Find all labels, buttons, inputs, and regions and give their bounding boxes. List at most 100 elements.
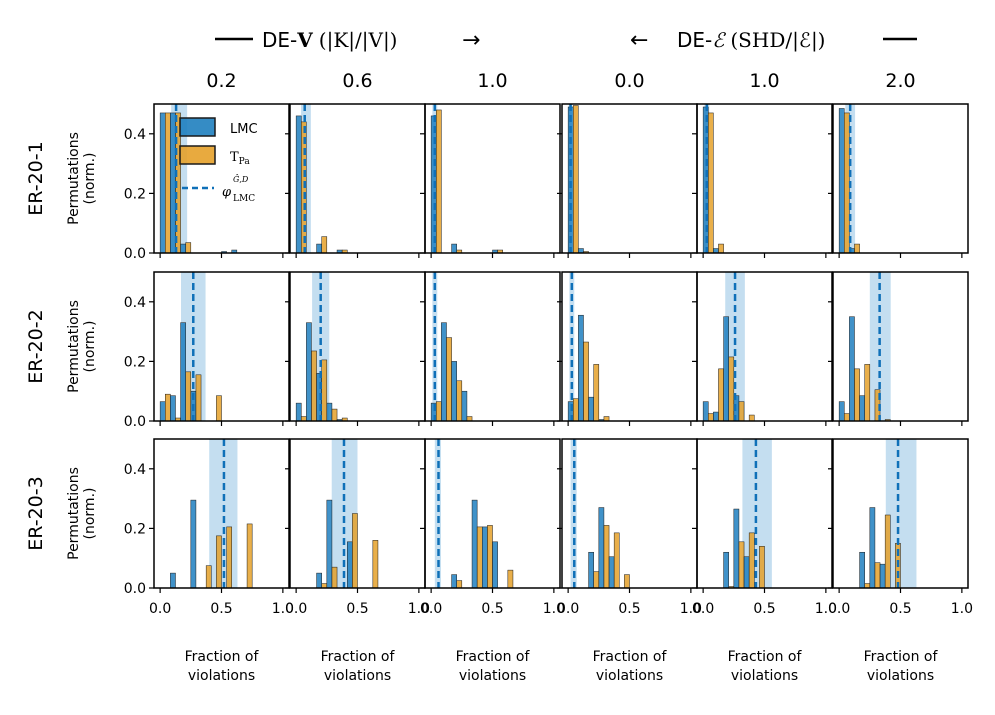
lmc-bar: [326, 499, 333, 589]
lmc-bar: [159, 112, 166, 254]
x-axis-label: violations: [596, 668, 663, 684]
x-axis-label: Fraction of: [728, 649, 803, 665]
lmc-bar: [838, 108, 845, 254]
panel: [420, 103, 561, 258]
confidence-band: [845, 104, 856, 253]
x-axis-label: violations: [188, 668, 255, 684]
tpa-bar: [456, 580, 463, 589]
tpa-bar: [593, 364, 600, 422]
tpa-bar: [185, 371, 192, 422]
column-title: 1.0: [749, 70, 779, 92]
tpa-bar: [708, 112, 714, 254]
tpa-bar: [844, 112, 850, 254]
lmc-bar: [306, 322, 312, 422]
y-tick-label: 0.2: [124, 186, 146, 202]
tpa-bar: [854, 243, 860, 254]
tpa-bar: [718, 368, 724, 422]
panel: [557, 103, 698, 258]
lmc-bar: [295, 402, 302, 422]
panel: 0.0 0.2 0.4: [124, 271, 290, 430]
tpa-bar: [226, 526, 232, 589]
row-label: ER-20-3: [25, 476, 47, 550]
y-axis-label: Permutations: [66, 132, 82, 225]
lmc-bar: [849, 316, 855, 422]
row-label: ER-20-1: [25, 141, 47, 215]
tpa-bar: [613, 532, 620, 589]
column-title: 0.6: [342, 70, 372, 92]
y-axis-label: (norm.): [82, 321, 98, 373]
y-axis-label: (norm.): [82, 488, 98, 540]
tpa-bar: [216, 535, 222, 589]
tpa-bar: [864, 364, 871, 422]
tpa-bar: [195, 374, 202, 422]
panel: [557, 271, 698, 426]
tpa-bar: [507, 569, 514, 589]
lmc-bar: [180, 243, 186, 254]
panel: 0.0 0.5 1.0 Fraction of violations: [828, 438, 973, 684]
panel: [285, 103, 426, 258]
x-axis-label: Fraction of: [321, 649, 396, 665]
y-axis-label: (norm.): [82, 153, 98, 205]
panel: 0.0 0.2 0.4: [124, 103, 290, 262]
panel: 0.0 0.2 0.4 0.0 0.5 1.0 Fraction of violations: [124, 438, 294, 684]
y-tick-label: 0.4: [124, 127, 146, 143]
panel-frame: [424, 103, 561, 254]
column-title: 2.0: [885, 70, 915, 92]
panel: [828, 103, 969, 258]
tpa-bar: [311, 350, 317, 422]
x-tick-label: 0.0: [828, 601, 850, 617]
tpa-bar: [748, 532, 755, 589]
confidence-band: [885, 439, 917, 588]
x-tick-label: 0.5: [889, 601, 911, 617]
panel: [285, 271, 426, 426]
lmc-bar: [451, 243, 457, 254]
x-tick-label: 0.5: [618, 601, 640, 617]
tpa-bar: [708, 413, 714, 422]
tpa-bar: [748, 414, 755, 422]
x-tick-label: 0.0: [557, 601, 579, 617]
tpa-bar: [603, 525, 610, 589]
lmc-bar: [471, 499, 478, 589]
confidence-band: [432, 272, 438, 421]
x-axis-label: violations: [867, 668, 934, 684]
x-axis-label: Fraction of: [864, 649, 939, 665]
lmc-bar: [588, 551, 594, 589]
tpa-bar: [476, 526, 483, 589]
tpa-bar: [624, 574, 630, 589]
y-tick-label: 0.4: [124, 462, 146, 478]
panel-frame: [696, 271, 833, 422]
tpa-bar: [759, 546, 765, 589]
y-axis-label: Permutations: [66, 300, 82, 393]
panel: [420, 271, 561, 426]
x-tick-label: 0.0: [149, 601, 171, 617]
x-tick-label: 0.5: [481, 601, 503, 617]
lmc-bar: [451, 574, 457, 589]
tpa-bar: [854, 368, 860, 422]
lmc-bar: [461, 390, 468, 422]
x-tick-label: 0.5: [346, 601, 368, 617]
y-axis-label: Permutations: [66, 467, 82, 560]
x-tick-label: 1.0: [408, 601, 430, 617]
lmc-bar: [723, 551, 729, 589]
lmc-bar: [838, 401, 845, 422]
lmc-bar: [451, 361, 457, 422]
tpa-bar: [456, 380, 463, 422]
x-tick-label: 1.0: [815, 601, 837, 617]
lmc-bar: [180, 322, 186, 422]
lmc-bar: [482, 526, 488, 589]
lmc-bar: [869, 507, 876, 589]
tpa-bar: [246, 523, 253, 589]
panel-frame: [561, 103, 698, 254]
lmc-bar: [347, 541, 353, 589]
tpa-bar: [718, 243, 724, 254]
column-title: 0.0: [614, 70, 644, 92]
x-tick-label: 0.0: [285, 601, 307, 617]
x-tick-label: 0.5: [210, 601, 232, 617]
legend-tpa-swatch: [179, 145, 216, 165]
panel: [692, 103, 833, 258]
y-tick-label: 0.0: [124, 414, 146, 430]
tpa-bar: [321, 359, 328, 422]
lmc-bar: [879, 563, 886, 589]
